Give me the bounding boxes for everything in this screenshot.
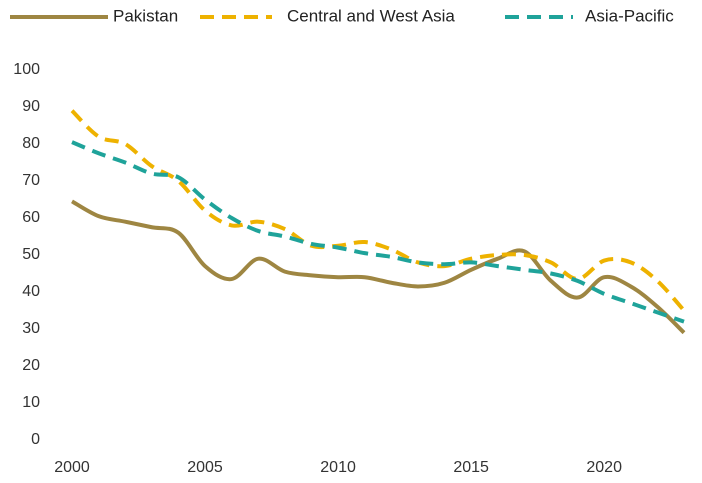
- x-tick-label: 2010: [320, 459, 356, 476]
- y-tick-label: 0: [31, 431, 40, 448]
- x-tick-label: 2015: [453, 459, 489, 476]
- y-tick-label: 80: [22, 135, 40, 152]
- y-tick-label: 10: [22, 394, 40, 411]
- y-tick-label: 90: [22, 98, 40, 115]
- y-tick-label: 30: [22, 320, 40, 337]
- x-tick-label: 2005: [187, 459, 223, 476]
- y-tick-label: 60: [22, 209, 40, 226]
- x-tick-label: 2020: [586, 459, 622, 476]
- y-tick-label: 50: [22, 246, 40, 263]
- legend-label: Pakistan: [113, 6, 178, 25]
- y-tick-label: 40: [22, 283, 40, 300]
- y-tick-label: 100: [13, 61, 40, 78]
- series-line: [71, 140, 685, 324]
- y-tick-label: 70: [22, 172, 40, 189]
- legend-label: Asia-Pacific: [585, 6, 674, 25]
- y-tick-label: 20: [22, 357, 40, 374]
- series-line: [71, 199, 686, 335]
- series-line: [70, 109, 686, 312]
- x-tick-label: 2000: [54, 459, 90, 476]
- legend-label: Central and West Asia: [287, 6, 455, 25]
